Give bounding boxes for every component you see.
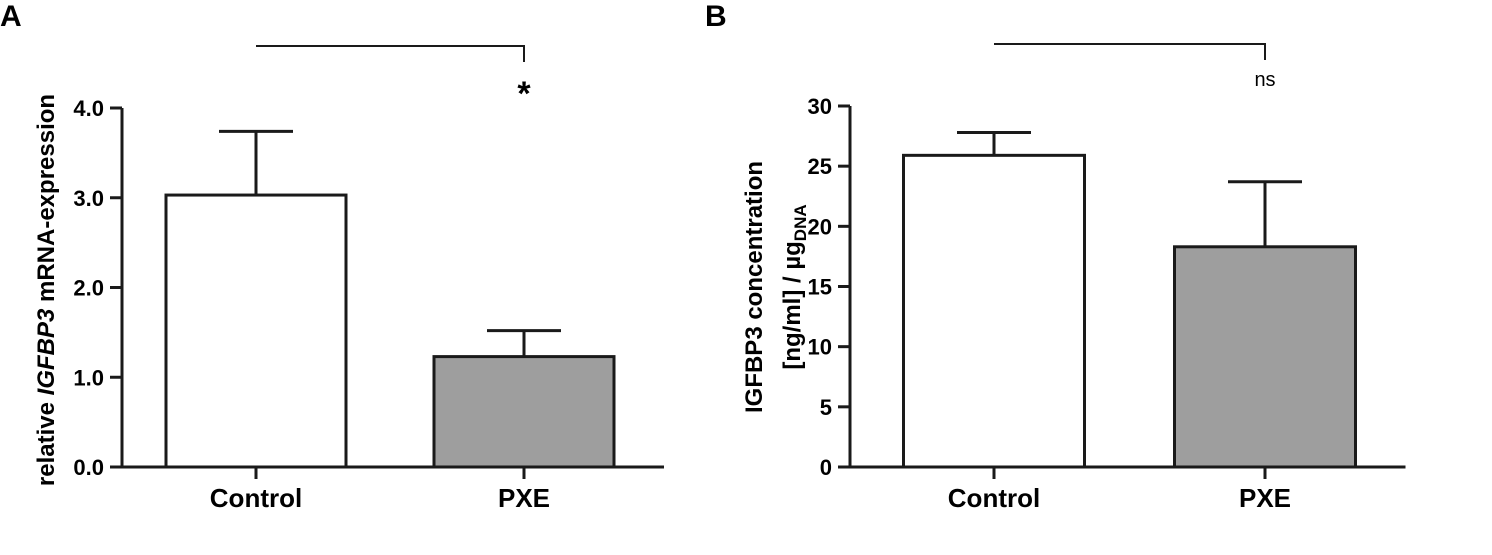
y-label-line2: [ng/ml] / µg — [779, 241, 806, 369]
y-tick-label: 2.0 — [73, 276, 104, 301]
y-tick-label: 25 — [808, 154, 832, 179]
x-tick-label: Control — [210, 483, 302, 513]
significance-label: * — [517, 75, 531, 113]
y-tick-label: 3.0 — [73, 186, 104, 211]
y-label-line1: IGFBP3 concentration — [741, 161, 768, 413]
y-tick-label: 0 — [820, 455, 832, 480]
panel-b-y-axis-label-2: [ng/ml] / µgDNA — [779, 204, 810, 369]
y-tick-label: 10 — [808, 335, 832, 360]
bar-control — [902, 153, 1086, 469]
y-tick-label: 4.0 — [73, 96, 104, 121]
panel-a: A relative IGFBP3 mRNA-expression Contro… — [0, 0, 664, 513]
y-tick-label: 30 — [808, 94, 832, 119]
x-tick-label: PXE — [498, 483, 550, 513]
panel-b: B IGFBP3 concentration [ng/ml] / µgDNA C… — [705, 0, 1406, 513]
bar-pxe — [432, 355, 616, 469]
y-label-gene: IGFBP3 — [33, 308, 60, 395]
panel-a-letter: A — [0, 0, 22, 33]
x-tick-label: Control — [948, 483, 1040, 513]
y-tick-label: 15 — [808, 275, 832, 300]
panel-b-y-axis-label: IGFBP3 concentration — [741, 161, 768, 413]
bar-control — [164, 193, 348, 469]
panel-a-y-axis-label: relative IGFBP3 mRNA-expression — [33, 94, 60, 486]
significance-label: ns — [1254, 69, 1275, 91]
y-tick-label: 1.0 — [73, 365, 104, 390]
significance-bracket — [994, 43, 1266, 60]
y-tick-label: 5 — [820, 395, 832, 420]
significance-bracket — [256, 45, 525, 62]
y-label-subscript: DNA — [791, 204, 810, 241]
y-tick-label: 20 — [808, 214, 832, 239]
x-tick-label: PXE — [1239, 483, 1291, 513]
y-label-suffix: mRNA-expression — [33, 94, 60, 309]
y-label-prefix: relative — [33, 395, 60, 486]
bar-pxe — [1173, 245, 1357, 469]
y-tick-label: 0.0 — [73, 455, 104, 480]
panel-b-letter: B — [705, 0, 727, 33]
